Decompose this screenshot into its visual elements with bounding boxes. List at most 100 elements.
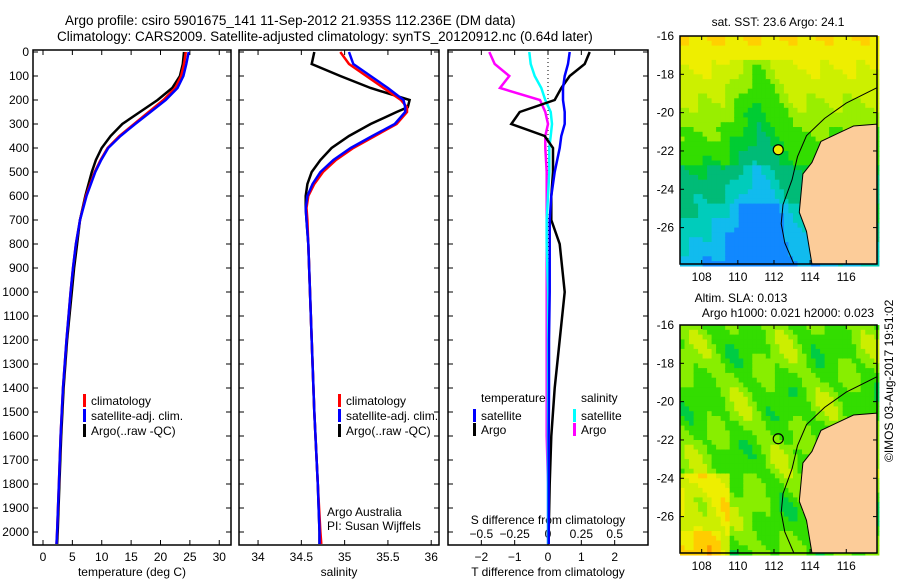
map-cell (851, 107, 857, 114)
map-cell (838, 339, 844, 345)
map-cell (761, 136, 767, 142)
map-cell (811, 353, 817, 360)
map-cell (738, 83, 744, 90)
map-cell (765, 492, 771, 498)
map-cell (720, 45, 726, 51)
map-cell (747, 526, 753, 532)
map-cell (797, 98, 803, 104)
map-cell (680, 334, 686, 340)
map-cell (684, 478, 690, 484)
map-cell (847, 50, 853, 56)
map-cell (860, 387, 866, 393)
map-cell (734, 334, 740, 340)
map-cell (720, 540, 726, 546)
map-cell (729, 411, 735, 417)
map-cell (765, 387, 771, 393)
map-cell (833, 329, 839, 336)
map-cell (738, 74, 744, 80)
map-cell (856, 406, 862, 412)
map-cell (811, 88, 817, 95)
map-cell (729, 425, 735, 431)
map-cell (707, 444, 713, 451)
map-cell (747, 363, 753, 369)
map-cell (779, 50, 785, 56)
map-cell (689, 69, 695, 75)
map-cell (793, 45, 799, 51)
map-cell (743, 487, 749, 494)
map-cell (680, 256, 686, 262)
map-cell (802, 377, 808, 384)
map-cell (788, 246, 794, 253)
map-cell (860, 50, 866, 56)
map-cell (829, 368, 835, 374)
map-cell (716, 218, 722, 224)
map-cell (725, 396, 731, 403)
map-cell (829, 36, 835, 42)
map-cell (707, 401, 713, 407)
map-cell (684, 348, 690, 355)
y-tick-label: 1000 (2, 285, 29, 299)
map-cell (698, 141, 704, 147)
map-cell (856, 363, 862, 369)
map-cell (851, 377, 857, 384)
map-cell (779, 545, 785, 551)
map-cell (725, 535, 731, 542)
map-cell (720, 218, 726, 224)
map-cell (797, 382, 803, 388)
map-cell (734, 411, 740, 417)
map-cell (689, 363, 695, 369)
map-cell (729, 463, 735, 470)
map-cell (779, 203, 785, 209)
map-cell (738, 325, 744, 331)
map-cell (829, 98, 835, 104)
map-cell (680, 117, 686, 123)
map-cell (802, 103, 808, 109)
y-tick-label: 0 (22, 45, 29, 59)
map-cell (702, 93, 708, 99)
map-cell (851, 339, 857, 345)
map-cell (802, 416, 808, 422)
map-cell (774, 189, 780, 195)
map-cell (698, 79, 704, 85)
map-cell (774, 406, 780, 412)
map-cell (824, 325, 830, 331)
map-cell (698, 521, 704, 527)
map-cell (698, 526, 704, 532)
map-cell (788, 146, 794, 152)
map-cell (698, 430, 704, 436)
shelf-contour (780, 376, 878, 554)
map-cell (693, 103, 699, 109)
map-cell (806, 136, 812, 142)
map-cell (707, 251, 713, 257)
map-cell (824, 74, 830, 80)
map-cell (774, 103, 780, 109)
map-cell (725, 406, 731, 412)
map-cell (707, 36, 713, 42)
map-cell (725, 368, 731, 374)
map-cell (865, 50, 871, 56)
map-cell (711, 454, 717, 460)
map-cell (793, 511, 799, 518)
map-cell (783, 198, 789, 205)
legend-label: satellite-adj. clim. (91, 409, 183, 423)
map-cell (725, 151, 731, 157)
map-cell (711, 372, 717, 379)
map-cell (783, 237, 789, 243)
map-cell (734, 329, 740, 336)
map-cell (716, 511, 722, 518)
map-cell (847, 363, 853, 369)
map-cell (752, 160, 758, 166)
map-cell (689, 218, 695, 224)
map-cell (774, 444, 780, 451)
map-cell (820, 411, 826, 417)
map-cell (752, 372, 758, 379)
map-cell (829, 353, 835, 360)
map-cell (711, 382, 717, 388)
map-cell (729, 146, 735, 152)
map-cell (797, 540, 803, 546)
map-cell (693, 55, 699, 61)
map-cell (783, 222, 789, 229)
map-cell (680, 535, 686, 542)
map-cell (734, 203, 740, 209)
map-cell (734, 502, 740, 508)
